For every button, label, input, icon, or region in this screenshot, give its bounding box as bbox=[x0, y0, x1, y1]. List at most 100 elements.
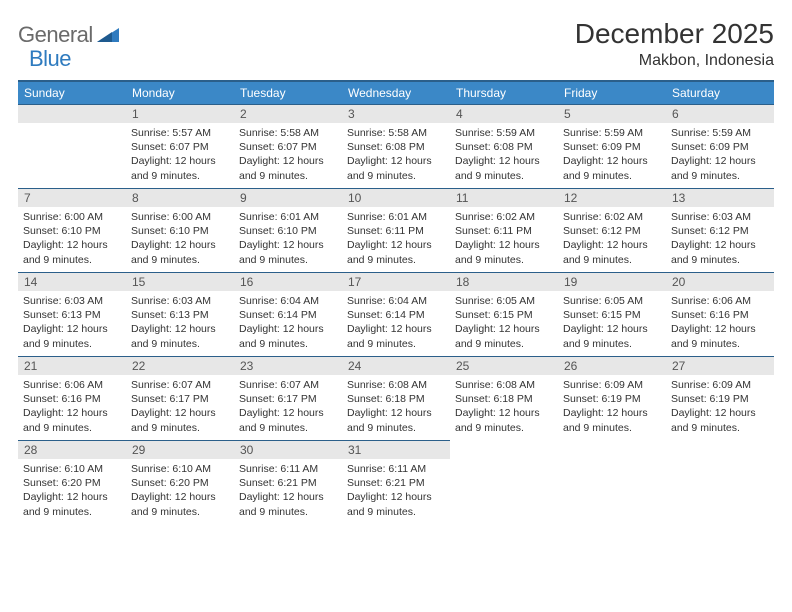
day-number: 19 bbox=[558, 272, 666, 291]
logo-triangle-icon bbox=[97, 26, 119, 47]
day-details: Sunrise: 6:07 AMSunset: 6:17 PMDaylight:… bbox=[126, 375, 234, 439]
day-number: 5 bbox=[558, 104, 666, 123]
day-number: 7 bbox=[18, 188, 126, 207]
calendar-cell bbox=[450, 440, 558, 524]
day-details: Sunrise: 6:06 AMSunset: 6:16 PMDaylight:… bbox=[666, 291, 774, 355]
day-number: 9 bbox=[234, 188, 342, 207]
weekday-header: Tuesday bbox=[234, 81, 342, 104]
day-number: 8 bbox=[126, 188, 234, 207]
calendar-cell: 7Sunrise: 6:00 AMSunset: 6:10 PMDaylight… bbox=[18, 188, 126, 272]
logo-text-blue: Blue bbox=[29, 46, 71, 72]
calendar-cell: 1Sunrise: 5:57 AMSunset: 6:07 PMDaylight… bbox=[126, 104, 234, 188]
day-number: 27 bbox=[666, 356, 774, 375]
day-number: 30 bbox=[234, 440, 342, 459]
calendar-week-row: 28Sunrise: 6:10 AMSunset: 6:20 PMDayligh… bbox=[18, 440, 774, 524]
calendar-cell: 12Sunrise: 6:02 AMSunset: 6:12 PMDayligh… bbox=[558, 188, 666, 272]
day-details: Sunrise: 6:09 AMSunset: 6:19 PMDaylight:… bbox=[558, 375, 666, 439]
day-number: 10 bbox=[342, 188, 450, 207]
day-details: Sunrise: 6:10 AMSunset: 6:20 PMDaylight:… bbox=[126, 459, 234, 523]
day-details: Sunrise: 6:03 AMSunset: 6:13 PMDaylight:… bbox=[18, 291, 126, 355]
day-details: Sunrise: 6:08 AMSunset: 6:18 PMDaylight:… bbox=[342, 375, 450, 439]
day-details: Sunrise: 6:08 AMSunset: 6:18 PMDaylight:… bbox=[450, 375, 558, 439]
calendar-cell bbox=[18, 104, 126, 188]
calendar-page: General December 2025 Makbon, Indonesia … bbox=[0, 0, 792, 524]
day-details: Sunrise: 5:57 AMSunset: 6:07 PMDaylight:… bbox=[126, 123, 234, 187]
calendar-cell: 2Sunrise: 5:58 AMSunset: 6:07 PMDaylight… bbox=[234, 104, 342, 188]
day-number: 16 bbox=[234, 272, 342, 291]
day-details: Sunrise: 6:09 AMSunset: 6:19 PMDaylight:… bbox=[666, 375, 774, 439]
day-details: Sunrise: 6:01 AMSunset: 6:10 PMDaylight:… bbox=[234, 207, 342, 271]
day-number: 17 bbox=[342, 272, 450, 291]
day-details: Sunrise: 6:11 AMSunset: 6:21 PMDaylight:… bbox=[234, 459, 342, 523]
day-details: Sunrise: 6:05 AMSunset: 6:15 PMDaylight:… bbox=[450, 291, 558, 355]
calendar-cell: 8Sunrise: 6:00 AMSunset: 6:10 PMDaylight… bbox=[126, 188, 234, 272]
day-number: 21 bbox=[18, 356, 126, 375]
day-number: 14 bbox=[18, 272, 126, 291]
calendar-cell: 5Sunrise: 5:59 AMSunset: 6:09 PMDaylight… bbox=[558, 104, 666, 188]
calendar-cell: 30Sunrise: 6:11 AMSunset: 6:21 PMDayligh… bbox=[234, 440, 342, 524]
calendar-cell: 4Sunrise: 5:59 AMSunset: 6:08 PMDaylight… bbox=[450, 104, 558, 188]
title-block: December 2025 Makbon, Indonesia bbox=[575, 18, 774, 70]
day-number: 6 bbox=[666, 104, 774, 123]
calendar-cell: 31Sunrise: 6:11 AMSunset: 6:21 PMDayligh… bbox=[342, 440, 450, 524]
calendar-cell: 27Sunrise: 6:09 AMSunset: 6:19 PMDayligh… bbox=[666, 356, 774, 440]
weekday-header: Sunday bbox=[18, 81, 126, 104]
day-details: Sunrise: 6:00 AMSunset: 6:10 PMDaylight:… bbox=[126, 207, 234, 271]
day-number bbox=[18, 104, 126, 123]
day-details: Sunrise: 6:03 AMSunset: 6:12 PMDaylight:… bbox=[666, 207, 774, 271]
calendar-header-row: Sunday Monday Tuesday Wednesday Thursday… bbox=[18, 81, 774, 104]
page-header: General December 2025 Makbon, Indonesia bbox=[18, 18, 774, 70]
day-details: Sunrise: 6:00 AMSunset: 6:10 PMDaylight:… bbox=[18, 207, 126, 271]
day-number: 12 bbox=[558, 188, 666, 207]
calendar-cell: 28Sunrise: 6:10 AMSunset: 6:20 PMDayligh… bbox=[18, 440, 126, 524]
day-number: 18 bbox=[450, 272, 558, 291]
day-number: 15 bbox=[126, 272, 234, 291]
calendar-cell: 17Sunrise: 6:04 AMSunset: 6:14 PMDayligh… bbox=[342, 272, 450, 356]
day-details: Sunrise: 6:05 AMSunset: 6:15 PMDaylight:… bbox=[558, 291, 666, 355]
calendar-cell: 26Sunrise: 6:09 AMSunset: 6:19 PMDayligh… bbox=[558, 356, 666, 440]
calendar-cell: 18Sunrise: 6:05 AMSunset: 6:15 PMDayligh… bbox=[450, 272, 558, 356]
weekday-header: Wednesday bbox=[342, 81, 450, 104]
calendar-cell: 21Sunrise: 6:06 AMSunset: 6:16 PMDayligh… bbox=[18, 356, 126, 440]
day-number: 13 bbox=[666, 188, 774, 207]
day-number: 20 bbox=[666, 272, 774, 291]
day-number: 25 bbox=[450, 356, 558, 375]
calendar-week-row: 21Sunrise: 6:06 AMSunset: 6:16 PMDayligh… bbox=[18, 356, 774, 440]
calendar-week-row: 7Sunrise: 6:00 AMSunset: 6:10 PMDaylight… bbox=[18, 188, 774, 272]
calendar-cell: 29Sunrise: 6:10 AMSunset: 6:20 PMDayligh… bbox=[126, 440, 234, 524]
day-details: Sunrise: 6:10 AMSunset: 6:20 PMDaylight:… bbox=[18, 459, 126, 523]
day-details: Sunrise: 6:04 AMSunset: 6:14 PMDaylight:… bbox=[234, 291, 342, 355]
weekday-header: Friday bbox=[558, 81, 666, 104]
day-number: 1 bbox=[126, 104, 234, 123]
day-details: Sunrise: 6:06 AMSunset: 6:16 PMDaylight:… bbox=[18, 375, 126, 439]
calendar-cell: 25Sunrise: 6:08 AMSunset: 6:18 PMDayligh… bbox=[450, 356, 558, 440]
day-details: Sunrise: 6:11 AMSunset: 6:21 PMDaylight:… bbox=[342, 459, 450, 523]
calendar-cell: 9Sunrise: 6:01 AMSunset: 6:10 PMDaylight… bbox=[234, 188, 342, 272]
calendar-cell: 19Sunrise: 6:05 AMSunset: 6:15 PMDayligh… bbox=[558, 272, 666, 356]
calendar-week-row: 14Sunrise: 6:03 AMSunset: 6:13 PMDayligh… bbox=[18, 272, 774, 356]
day-number: 2 bbox=[234, 104, 342, 123]
calendar-cell: 15Sunrise: 6:03 AMSunset: 6:13 PMDayligh… bbox=[126, 272, 234, 356]
calendar-cell: 13Sunrise: 6:03 AMSunset: 6:12 PMDayligh… bbox=[666, 188, 774, 272]
calendar-cell: 16Sunrise: 6:04 AMSunset: 6:14 PMDayligh… bbox=[234, 272, 342, 356]
day-number: 23 bbox=[234, 356, 342, 375]
day-number: 24 bbox=[342, 356, 450, 375]
calendar-cell: 10Sunrise: 6:01 AMSunset: 6:11 PMDayligh… bbox=[342, 188, 450, 272]
calendar-body: 1Sunrise: 5:57 AMSunset: 6:07 PMDaylight… bbox=[18, 104, 774, 524]
day-number: 31 bbox=[342, 440, 450, 459]
location-label: Makbon, Indonesia bbox=[575, 52, 774, 70]
weekday-header: Saturday bbox=[666, 81, 774, 104]
weekday-header: Monday bbox=[126, 81, 234, 104]
calendar-cell: 22Sunrise: 6:07 AMSunset: 6:17 PMDayligh… bbox=[126, 356, 234, 440]
calendar-cell: 23Sunrise: 6:07 AMSunset: 6:17 PMDayligh… bbox=[234, 356, 342, 440]
day-details: Sunrise: 5:58 AMSunset: 6:08 PMDaylight:… bbox=[342, 123, 450, 187]
calendar-table: Sunday Monday Tuesday Wednesday Thursday… bbox=[18, 80, 774, 524]
day-number: 11 bbox=[450, 188, 558, 207]
day-details: Sunrise: 5:59 AMSunset: 6:08 PMDaylight:… bbox=[450, 123, 558, 187]
day-details: Sunrise: 6:01 AMSunset: 6:11 PMDaylight:… bbox=[342, 207, 450, 271]
day-details: Sunrise: 6:02 AMSunset: 6:11 PMDaylight:… bbox=[450, 207, 558, 271]
calendar-cell: 14Sunrise: 6:03 AMSunset: 6:13 PMDayligh… bbox=[18, 272, 126, 356]
month-title: December 2025 bbox=[575, 18, 774, 50]
day-details: Sunrise: 6:02 AMSunset: 6:12 PMDaylight:… bbox=[558, 207, 666, 271]
calendar-cell: 6Sunrise: 5:59 AMSunset: 6:09 PMDaylight… bbox=[666, 104, 774, 188]
